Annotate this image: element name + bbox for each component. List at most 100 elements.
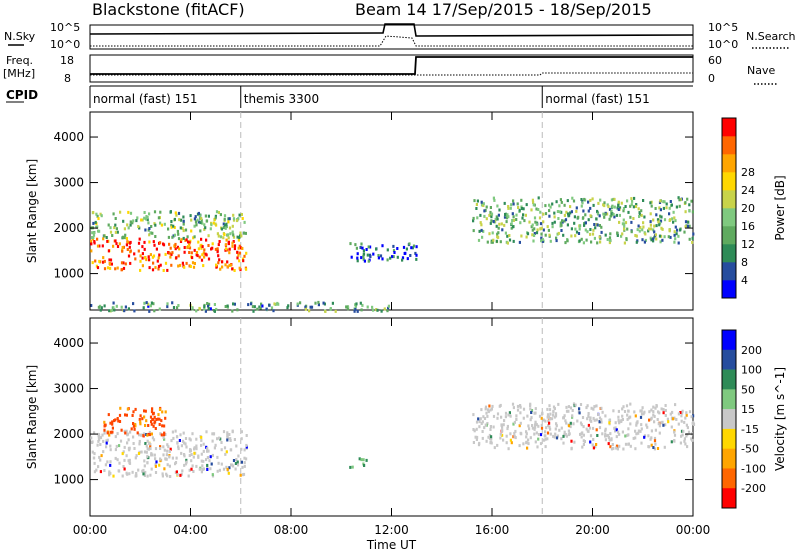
data-pixel (560, 426, 563, 430)
data-pixel (189, 448, 192, 452)
data-pixel (193, 217, 196, 221)
data-pixel (545, 426, 548, 430)
panel-frame (89, 317, 694, 517)
data-pixel (542, 418, 545, 422)
data-pixel (552, 410, 555, 414)
data-pixel (211, 242, 214, 246)
data-pixel (630, 220, 633, 224)
data-pixel (97, 217, 100, 221)
data-pixel (535, 207, 538, 211)
data-pixel (528, 427, 531, 431)
data-pixel (533, 234, 536, 237)
data-pixel (100, 454, 103, 458)
data-pixel (623, 227, 626, 231)
data-pixel (532, 239, 535, 243)
data-pixel (602, 212, 605, 216)
data-pixel (535, 222, 538, 226)
data-pixel (532, 201, 535, 205)
data-pixel (544, 437, 547, 441)
data-pixel (157, 264, 161, 268)
data-pixel (147, 447, 150, 451)
data-pixel (494, 217, 497, 221)
data-pixel (168, 251, 171, 255)
data-pixel (653, 224, 656, 228)
data-pixel (670, 203, 673, 207)
data-pixel (355, 302, 358, 306)
data-pixel (218, 240, 221, 243)
data-pixel (349, 465, 352, 469)
data-pixel (196, 218, 199, 222)
data-pixel (631, 199, 634, 203)
data-pixel (174, 247, 177, 251)
nsearch-tick-bottom: 10^0 (708, 38, 738, 51)
data-pixel (207, 449, 210, 453)
data-pixel (673, 433, 677, 437)
data-pixel (522, 442, 525, 446)
data-pixel (287, 304, 290, 308)
data-pixel (174, 211, 177, 215)
data-pixel (204, 252, 207, 256)
data-pixel (496, 416, 499, 420)
data-pixel (231, 429, 234, 433)
data-pixel (490, 441, 493, 445)
data-pixel (146, 439, 149, 443)
data-pixel (152, 261, 155, 265)
data-pixel (513, 420, 516, 424)
data-pixel (673, 430, 676, 434)
colorbar-tick-label: 28 (741, 166, 755, 179)
data-pixel (229, 232, 232, 236)
data-pixel (540, 226, 543, 230)
data-pixel (163, 424, 166, 428)
data-pixel (530, 409, 534, 412)
data-pixel (578, 239, 581, 243)
data-pixel (581, 416, 585, 419)
data-pixel (126, 441, 129, 445)
data-pixel (509, 414, 512, 418)
data-pixel (245, 457, 248, 461)
data-pixel (512, 239, 515, 243)
data-pixel (612, 213, 615, 216)
data-pixel (566, 199, 569, 203)
data-pixel (229, 263, 233, 267)
data-pixel (232, 464, 235, 468)
data-pixel (216, 469, 219, 473)
data-pixel (228, 263, 231, 267)
data-pixel (622, 207, 626, 210)
data-pixel (495, 215, 498, 219)
data-pixel (632, 205, 635, 209)
data-pixel (184, 238, 187, 242)
data-pixel (603, 201, 606, 205)
data-pixel (323, 302, 326, 306)
data-pixel (365, 248, 368, 251)
data-pixel (345, 305, 348, 309)
data-pixel (672, 220, 675, 224)
data-pixel (650, 443, 653, 447)
data-pixel (198, 255, 201, 259)
data-pixel (148, 433, 151, 437)
data-pixel (250, 302, 253, 306)
data-pixel (595, 428, 598, 432)
data-pixel (569, 211, 572, 215)
data-pixel (479, 213, 482, 217)
data-pixel (122, 465, 125, 468)
data-pixel (122, 245, 125, 249)
data-pixel (220, 441, 223, 444)
data-pixel (489, 221, 492, 225)
data-pixel (534, 411, 537, 415)
data-pixel (563, 203, 566, 207)
data-pixel (493, 446, 496, 450)
data-pixel (177, 232, 180, 236)
data-pixel (623, 224, 626, 228)
data-pixel (508, 411, 511, 415)
data-pixel (629, 204, 632, 208)
data-pixel (223, 233, 226, 236)
data-pixel (679, 198, 682, 202)
data-pixel (525, 441, 528, 445)
data-pixel (648, 410, 651, 414)
data-pixel (591, 426, 595, 430)
data-pixel (556, 434, 559, 438)
data-pixel (640, 213, 643, 217)
data-pixel (505, 434, 508, 438)
colorbar-tick-label: 15 (741, 403, 755, 416)
